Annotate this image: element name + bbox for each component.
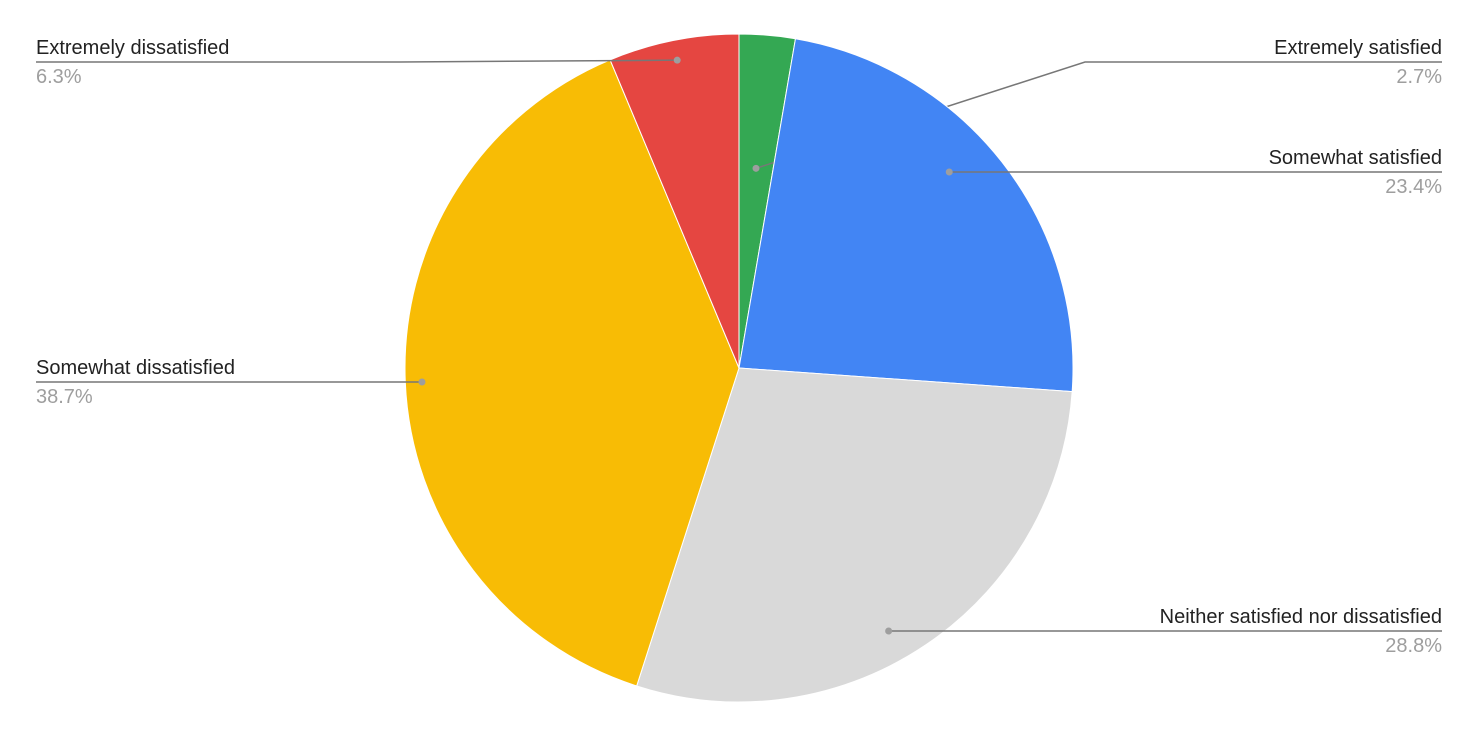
slice-percent: 23.4% (1385, 176, 1442, 198)
slice-percent: 6.3% (36, 66, 82, 88)
slice-percent: 28.8% (1385, 635, 1442, 657)
pie-slice[interactable] (609, 33, 740, 369)
slice-percent: 2.7% (1396, 66, 1442, 88)
leader-dot (673, 56, 681, 64)
pie-slice[interactable] (636, 367, 1073, 703)
pie-slice[interactable] (738, 38, 1074, 393)
slice-label: Extremely satisfied (1274, 37, 1442, 59)
leader-dot (945, 168, 953, 176)
leader-dot (885, 627, 893, 635)
slice-label: Extremely dissatisfied (36, 37, 229, 59)
leader-dot (418, 378, 426, 386)
slice-label: Neither satisfied nor dissatisfied (1160, 606, 1442, 628)
slice-label: Somewhat satisfied (1269, 147, 1442, 169)
slice-group: Somewhat satisfied 23.4% (738, 38, 1442, 393)
slice-group: Neither satisfied nor dissatisfied 28.8% (636, 367, 1442, 703)
slice-group: Extremely dissatisfied 6.3% (36, 33, 740, 369)
slice-group: Somewhat dissatisfied 38.7% (36, 59, 740, 687)
slice-percent: 38.7% (36, 386, 93, 408)
leader-dot (752, 164, 760, 172)
slice-label: Somewhat dissatisfied (36, 357, 235, 379)
leader-line (36, 59, 678, 63)
